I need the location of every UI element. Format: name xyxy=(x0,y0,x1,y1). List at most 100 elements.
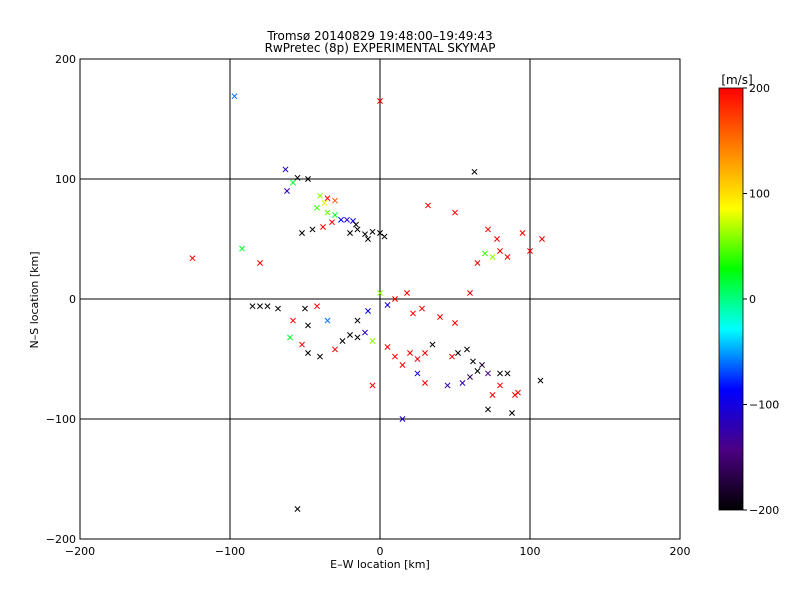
data-point xyxy=(257,260,263,266)
data-point xyxy=(384,344,391,350)
data-point-stroke xyxy=(485,370,491,377)
data-point-stroke xyxy=(324,209,331,216)
data-point xyxy=(309,226,316,233)
data-point xyxy=(365,236,371,242)
data-point-stroke xyxy=(494,236,500,242)
data-point xyxy=(479,362,485,368)
x-tick-label: −100 xyxy=(215,545,245,558)
data-point xyxy=(305,176,311,182)
data-point xyxy=(354,226,361,233)
data-point-stroke xyxy=(365,236,371,242)
data-point-stroke xyxy=(467,290,473,296)
data-point xyxy=(249,303,256,310)
data-point-stroke xyxy=(354,317,361,324)
data-point xyxy=(354,334,361,341)
data-point-stroke xyxy=(305,322,311,329)
data-point xyxy=(305,350,311,356)
data-point-stroke xyxy=(317,353,323,360)
data-point-stroke xyxy=(314,303,320,310)
data-point-stroke xyxy=(537,377,544,384)
data-point xyxy=(419,305,425,312)
data-point xyxy=(299,230,305,236)
data-point-stroke xyxy=(365,308,371,314)
data-point-stroke xyxy=(332,346,338,353)
data-point xyxy=(294,506,301,512)
data-point xyxy=(489,254,496,260)
data-point-stroke xyxy=(512,392,518,398)
data-point-stroke xyxy=(354,334,361,341)
data-point-stroke xyxy=(294,506,301,512)
data-point xyxy=(329,219,335,226)
data-point xyxy=(470,358,476,365)
data-point xyxy=(467,374,473,380)
data-point-stroke xyxy=(369,338,376,344)
data-point-stroke xyxy=(324,317,331,324)
data-point-stroke xyxy=(474,368,481,374)
data-point xyxy=(290,317,296,324)
data-point-stroke xyxy=(305,350,311,356)
data-point-stroke xyxy=(299,230,305,236)
data-point-stroke xyxy=(249,303,256,310)
data-point-stroke xyxy=(497,382,503,389)
data-point-stroke xyxy=(404,290,410,296)
y-axis-ticks: 200 100 0 −100 −200 xyxy=(46,53,86,546)
data-point-stroke xyxy=(467,374,473,380)
data-point-stroke xyxy=(369,382,376,389)
data-point xyxy=(464,346,470,353)
data-point xyxy=(369,382,376,389)
data-point-stroke xyxy=(392,353,398,360)
data-point xyxy=(290,179,296,186)
data-point-stroke xyxy=(425,202,431,209)
data-point-stroke xyxy=(407,350,413,356)
y-tick-label: −200 xyxy=(46,533,76,546)
data-point-stroke xyxy=(377,290,383,296)
data-point-stroke xyxy=(384,302,391,308)
data-point xyxy=(422,380,428,386)
data-point xyxy=(282,166,289,173)
data-point xyxy=(474,368,481,374)
data-point xyxy=(321,200,328,206)
data-point xyxy=(392,296,398,302)
data-point-stroke xyxy=(377,98,383,104)
data-point xyxy=(422,350,428,356)
data-point-stroke xyxy=(455,350,461,356)
data-point xyxy=(284,188,290,194)
data-point-stroke xyxy=(354,226,361,233)
data-point-stroke xyxy=(485,406,491,413)
data-point xyxy=(305,322,311,329)
data-point-stroke xyxy=(324,195,331,202)
data-point xyxy=(332,346,338,353)
data-point xyxy=(362,231,368,238)
data-point xyxy=(324,209,331,216)
y-axis-label: N–S location [km] xyxy=(28,251,41,348)
x-tick-label: −200 xyxy=(65,545,95,558)
data-point xyxy=(494,236,500,242)
data-point-stroke xyxy=(497,370,503,377)
data-point-stroke xyxy=(275,305,281,312)
data-point xyxy=(497,248,503,254)
data-point-stroke xyxy=(231,93,238,100)
data-point-stroke xyxy=(459,380,466,386)
data-point xyxy=(485,370,491,377)
data-point xyxy=(485,406,491,413)
scatter-points xyxy=(189,93,545,512)
data-point xyxy=(414,370,421,377)
data-point-stroke xyxy=(239,245,245,252)
data-point xyxy=(338,216,344,223)
data-point-stroke xyxy=(189,255,196,262)
data-point-stroke xyxy=(377,230,383,236)
data-point-stroke xyxy=(471,168,478,175)
data-point xyxy=(317,192,323,199)
colorbar-tick-label: 100 xyxy=(749,188,770,201)
data-point-stroke xyxy=(422,380,428,386)
colorbar-gradient xyxy=(718,87,744,511)
data-point xyxy=(347,332,353,338)
data-point-stroke xyxy=(429,341,436,348)
data-point xyxy=(302,305,308,312)
data-point-stroke xyxy=(284,188,290,194)
data-point-stroke xyxy=(497,248,503,254)
data-point-stroke xyxy=(504,254,511,260)
data-point-stroke xyxy=(302,305,308,312)
data-point xyxy=(452,320,458,326)
data-point xyxy=(452,209,458,216)
